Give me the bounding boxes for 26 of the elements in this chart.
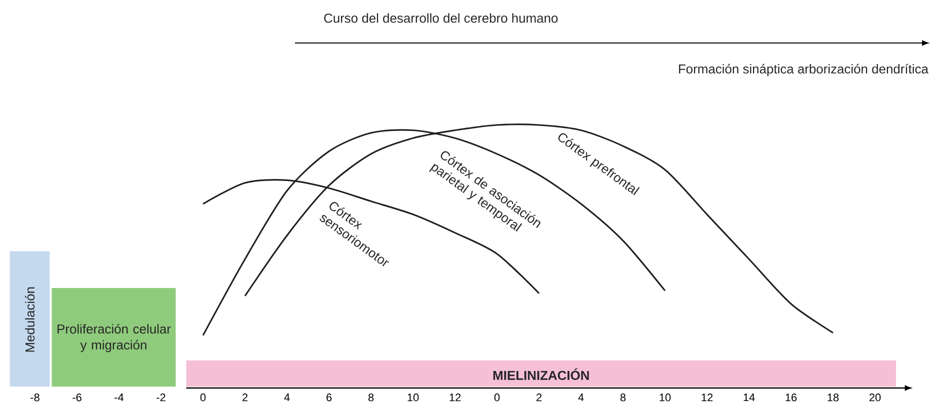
x-tick-label: -4 [114,394,124,402]
x-tick-label: 2 [242,394,248,402]
x-tick-label: 8 [620,394,626,402]
x-tick-label: -8 [30,394,40,402]
x-tick-label: 8 [368,394,374,402]
band-label: MIELINIZACIÓN [493,368,589,380]
x-tick-label: 0 [494,394,500,402]
x-tick-label: 0 [200,394,206,402]
x-tick-label: 10 [408,394,419,402]
x-tick-label: -2 [156,394,166,402]
x-tick-label: 18 [828,394,839,402]
x-tick-label: 14 [744,394,755,402]
x-tick-label: 12 [702,394,713,402]
band-label: Medulación [24,287,35,352]
x-tick-label: 2 [536,394,542,402]
band-label: Proliferación celular y migración [58,324,171,352]
chart-subtitle: Formación sináptica arborización dendrítica [679,64,928,76]
x-tick-label: 4 [284,394,290,402]
x-tick-label: 6 [326,394,332,402]
x-tick-label: 4 [578,394,584,402]
x-tick-label: 10 [660,394,671,402]
x-tick-label: 12 [450,394,461,402]
x-tick-label: 20 [869,394,881,402]
x-tick-label: 16 [786,394,797,402]
chart-title: Curso del desarrollo del cerebro humano [324,13,558,23]
x-tick-label: -6 [72,394,82,402]
